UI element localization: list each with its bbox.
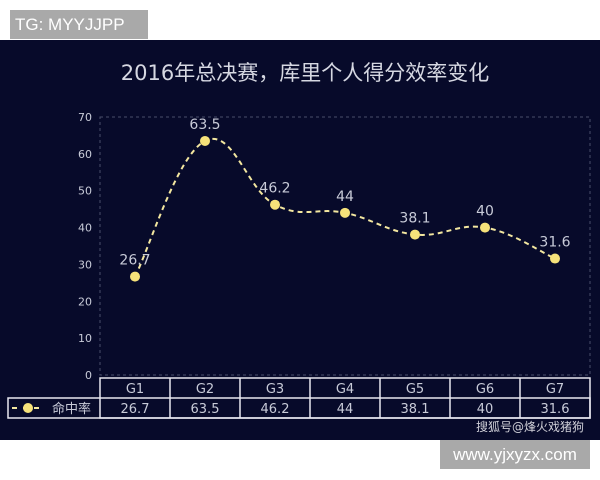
data-label: 38.1 bbox=[399, 211, 430, 227]
y-tick-label: 10 bbox=[78, 332, 92, 345]
x-category-label: G5 bbox=[406, 382, 424, 397]
y-tick-label: 70 bbox=[78, 111, 92, 124]
x-category-label: G4 bbox=[336, 382, 354, 397]
table-value: 46.2 bbox=[261, 402, 290, 417]
y-tick-label: 60 bbox=[78, 148, 92, 161]
legend-label: 命中率 bbox=[52, 401, 91, 417]
legend-marker bbox=[23, 403, 33, 413]
y-tick-label: 20 bbox=[78, 295, 92, 308]
chart-panel: 2016年总决赛，库里个人得分效率变化 0 10 20 30 40 50 60 70 26.7 6… bbox=[0, 40, 600, 440]
top-label: TG: MYYJJPP bbox=[10, 10, 148, 39]
y-tick-label: 50 bbox=[78, 185, 92, 198]
data-label: 31.6 bbox=[539, 235, 570, 251]
table-row-border bbox=[7, 397, 591, 419]
data-point bbox=[130, 271, 140, 282]
y-tick-label: 30 bbox=[78, 258, 92, 271]
data-point bbox=[410, 229, 420, 240]
x-category-label: G2 bbox=[196, 382, 214, 397]
y-tick-label: 0 bbox=[85, 369, 92, 382]
table-value: 63.5 bbox=[191, 402, 220, 417]
data-point bbox=[200, 135, 210, 146]
table-value: 38.1 bbox=[401, 402, 430, 417]
data-point bbox=[480, 222, 490, 233]
watermark: 搜狐号@烽火戏猪狗 bbox=[476, 420, 585, 434]
data-point bbox=[550, 253, 560, 264]
table-value: 44 bbox=[337, 402, 354, 417]
chart-title: 2016年总决赛，库里个人得分效率变化 bbox=[121, 61, 489, 85]
data-label: 46.2 bbox=[259, 181, 290, 197]
data-point bbox=[270, 199, 280, 210]
data-label: 40 bbox=[476, 204, 494, 220]
table-value: 40 bbox=[477, 402, 494, 417]
bottom-label: www.yjxyzx.com bbox=[440, 440, 590, 469]
x-category-label: G6 bbox=[476, 382, 494, 397]
x-category-label: G1 bbox=[126, 382, 144, 397]
data-label: 63.5 bbox=[189, 117, 220, 133]
data-label: 26.7 bbox=[119, 253, 150, 269]
x-category-label: G3 bbox=[266, 382, 284, 397]
data-point bbox=[340, 207, 350, 218]
table-value: 26.7 bbox=[121, 402, 150, 417]
plot-frame bbox=[99, 116, 591, 376]
data-label: 44 bbox=[336, 189, 354, 205]
x-category-label: G7 bbox=[546, 382, 564, 397]
y-tick-label: 40 bbox=[78, 222, 92, 235]
line-chart: 2016年总决赛，库里个人得分效率变化 0 10 20 30 40 50 60 70 26.7 6… bbox=[7, 61, 591, 419]
table-value: 31.6 bbox=[541, 402, 570, 417]
